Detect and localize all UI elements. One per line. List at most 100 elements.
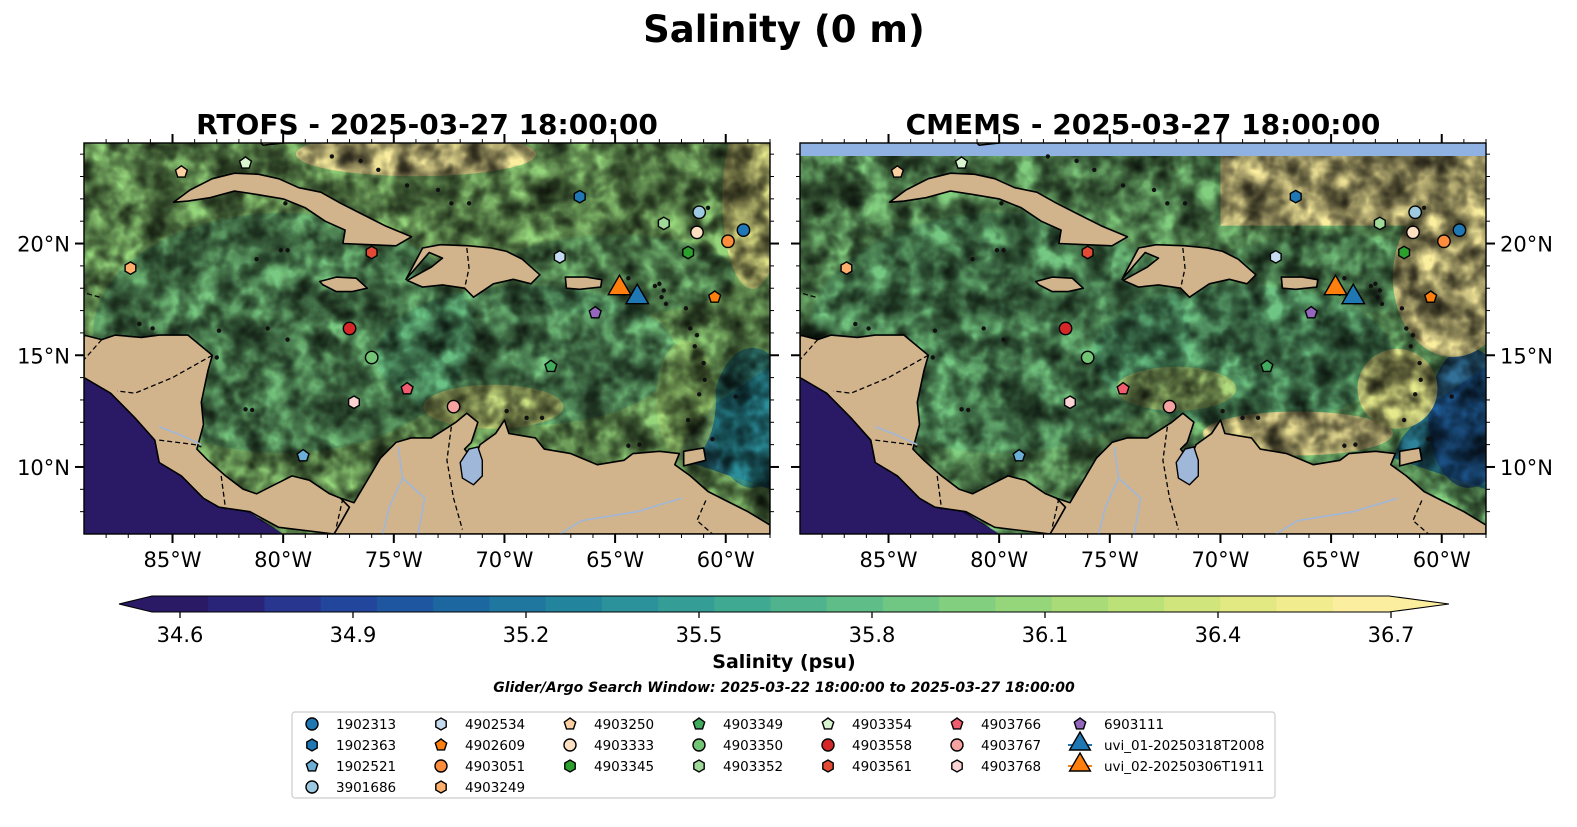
colorbar-segment [1220, 596, 1278, 612]
colorbar-segment [264, 596, 322, 612]
legend-marker [1068, 730, 1092, 751]
colorbar-segment [545, 596, 603, 612]
colorbar-segment [376, 596, 434, 612]
colorbar-segment [433, 596, 490, 612]
panel-title: CMEMS - 2025-03-27 18:00:00 [906, 108, 1381, 141]
legend-marker [1068, 751, 1092, 772]
land [800, 143, 1486, 534]
glider-uvi_02-20250306T1911 [607, 273, 633, 296]
legend-marker [950, 738, 964, 752]
legend-marker [305, 780, 319, 794]
colorbar-tick-label: 36.7 [1368, 623, 1415, 647]
lon-tick-label: 70°W [1191, 548, 1249, 572]
figure-title: Salinity (0 m) [643, 8, 925, 51]
legend-item: 4903333 [563, 738, 654, 754]
colorbar-extend-min [119, 596, 152, 612]
marker-4903768 [347, 395, 360, 410]
legend-marker [1073, 717, 1087, 730]
lat-tick-label: 20°N [17, 233, 70, 257]
legend-marker [435, 717, 447, 731]
legend-item: 4903766 [950, 717, 1041, 733]
observation-markers [124, 156, 751, 462]
land [84, 143, 770, 534]
lon-tick-label: 70°W [475, 548, 533, 572]
glider-uvi_01-20250318T2008 [1340, 282, 1366, 305]
legend-label: 4903333 [594, 738, 654, 754]
colorbar-tick-label: 34.6 [157, 623, 204, 647]
legend-label: 4902609 [465, 738, 525, 754]
map-frame [799, 142, 1487, 535]
legend-item: uvi_01-20250318T2008 [1068, 730, 1264, 754]
legend-marker [563, 738, 577, 752]
legend-marker [693, 759, 705, 773]
map-ticks [791, 134, 1495, 543]
legend-item: uvi_02-20250306T1911 [1068, 751, 1264, 775]
legend-item: 4902609 [434, 738, 525, 754]
legend-label: 4903350 [723, 738, 783, 754]
legend-marker [951, 759, 963, 773]
marker-6903111 [1304, 305, 1318, 319]
glider-uvi_02-20250306T1911 [1323, 273, 1349, 296]
lon-tick-label: 75°W [365, 548, 423, 572]
marker-4903249 [124, 261, 137, 276]
legend-label: 4903558 [852, 738, 912, 754]
lon-tick-label: 80°W [254, 548, 312, 572]
legend-item: 4903354 [821, 717, 912, 733]
lon-tick-label: 85°W [860, 548, 918, 572]
salinity-field [84, 143, 770, 534]
marker-4902609 [1423, 290, 1438, 303]
colorbar-segment [1276, 596, 1334, 612]
marker-4903352 [1373, 216, 1386, 231]
map-ticks [75, 134, 779, 543]
marker-4903349 [544, 359, 558, 373]
colorbar-segment [1107, 596, 1165, 612]
small-islands [137, 154, 738, 448]
colorbar-tick-label: 35.8 [849, 623, 896, 647]
marker-1902521 [296, 448, 310, 462]
colorbar-segment [1332, 596, 1390, 612]
marker-4903767 [1162, 399, 1177, 414]
legend-marker [563, 717, 577, 730]
marker-4903250 [174, 164, 189, 178]
marker-4903558 [342, 321, 357, 336]
colorbar-segment [1164, 596, 1221, 612]
legend-item: 4903350 [692, 738, 783, 754]
marker-4902534 [553, 249, 566, 264]
legend-marker [692, 738, 706, 752]
colorbar-segment [995, 596, 1053, 612]
colorbar-segment [1051, 596, 1109, 612]
legend-label: 4903051 [465, 759, 525, 775]
marker-4902609 [707, 290, 722, 303]
colorbar-segment [320, 596, 378, 612]
marker-1902363 [1289, 189, 1302, 204]
legend-item: 4903767 [950, 738, 1041, 754]
search-window-note: Glider/Argo Search Window: 2025-03-22 18… [493, 680, 1075, 696]
legend-item: 4903051 [434, 759, 525, 775]
marker-4903766 [400, 381, 414, 395]
legend-label: 4903250 [594, 717, 654, 733]
legend-label: 3901686 [336, 780, 396, 796]
legend-marker [564, 759, 576, 773]
colorbar-segment [826, 596, 884, 612]
legend-item: 4903558 [821, 738, 912, 754]
legend-marker [821, 717, 835, 730]
marker-4903354 [238, 156, 253, 169]
lat-tick-label: 10°N [1500, 456, 1553, 480]
colorbar-segment [601, 596, 659, 612]
lon-tick-label: 75°W [1081, 548, 1139, 572]
lon-tick-label: 60°W [697, 548, 755, 572]
legend-item: 4903345 [564, 759, 654, 775]
marker-4903350 [1080, 350, 1095, 365]
marker-3901686 [692, 205, 707, 220]
legend-label: uvi_01-20250318T2008 [1104, 738, 1264, 754]
lat-tick-label: 20°N [1500, 233, 1553, 257]
lon-tick-label: 65°W [1302, 548, 1360, 572]
observation-markers [840, 156, 1467, 462]
legend-label: 4903354 [852, 717, 912, 733]
colorbar-tick-label: 35.5 [676, 623, 723, 647]
legend-marker [950, 717, 964, 730]
legend-item: 4903768 [951, 759, 1041, 775]
colorbar-segment [208, 596, 266, 612]
marker-4903766 [1116, 381, 1130, 395]
legend-label: 6903111 [1104, 717, 1164, 733]
